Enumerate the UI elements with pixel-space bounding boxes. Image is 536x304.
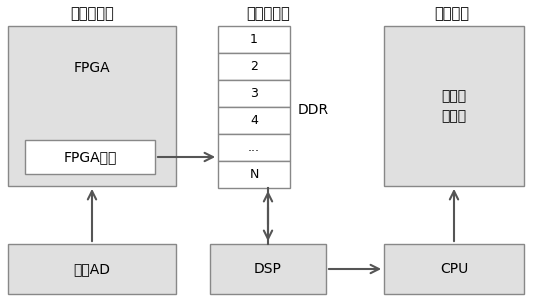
Text: 2: 2: [250, 60, 258, 73]
Bar: [218, 134, 290, 161]
Text: 4: 4: [250, 114, 258, 127]
Text: 永久存储: 永久存储: [435, 6, 470, 22]
Text: 3: 3: [250, 87, 258, 100]
Text: CPU: CPU: [440, 262, 468, 276]
Bar: [218, 80, 290, 107]
Bar: [218, 107, 290, 134]
Bar: [8, 244, 176, 294]
Bar: [218, 26, 290, 53]
Text: 存储卡: 存储卡: [442, 109, 466, 123]
Text: DSP: DSP: [254, 262, 282, 276]
Text: FPGA: FPGA: [73, 61, 110, 75]
Bar: [25, 140, 155, 174]
Text: DDR: DDR: [298, 103, 329, 117]
Bar: [210, 244, 326, 294]
Text: 非易失: 非易失: [442, 89, 466, 103]
Text: 高速AD: 高速AD: [73, 262, 110, 276]
Text: N: N: [249, 168, 259, 181]
Bar: [8, 26, 176, 186]
Text: 第二级缓存: 第二级缓存: [246, 6, 290, 22]
Bar: [384, 244, 524, 294]
Text: 1: 1: [250, 33, 258, 46]
Bar: [218, 53, 290, 80]
Bar: [384, 26, 524, 186]
Text: FPGA缓存: FPGA缓存: [63, 150, 117, 164]
Text: 第一级缓存: 第一级缓存: [70, 6, 114, 22]
Text: ...: ...: [248, 141, 260, 154]
Bar: [218, 161, 290, 188]
